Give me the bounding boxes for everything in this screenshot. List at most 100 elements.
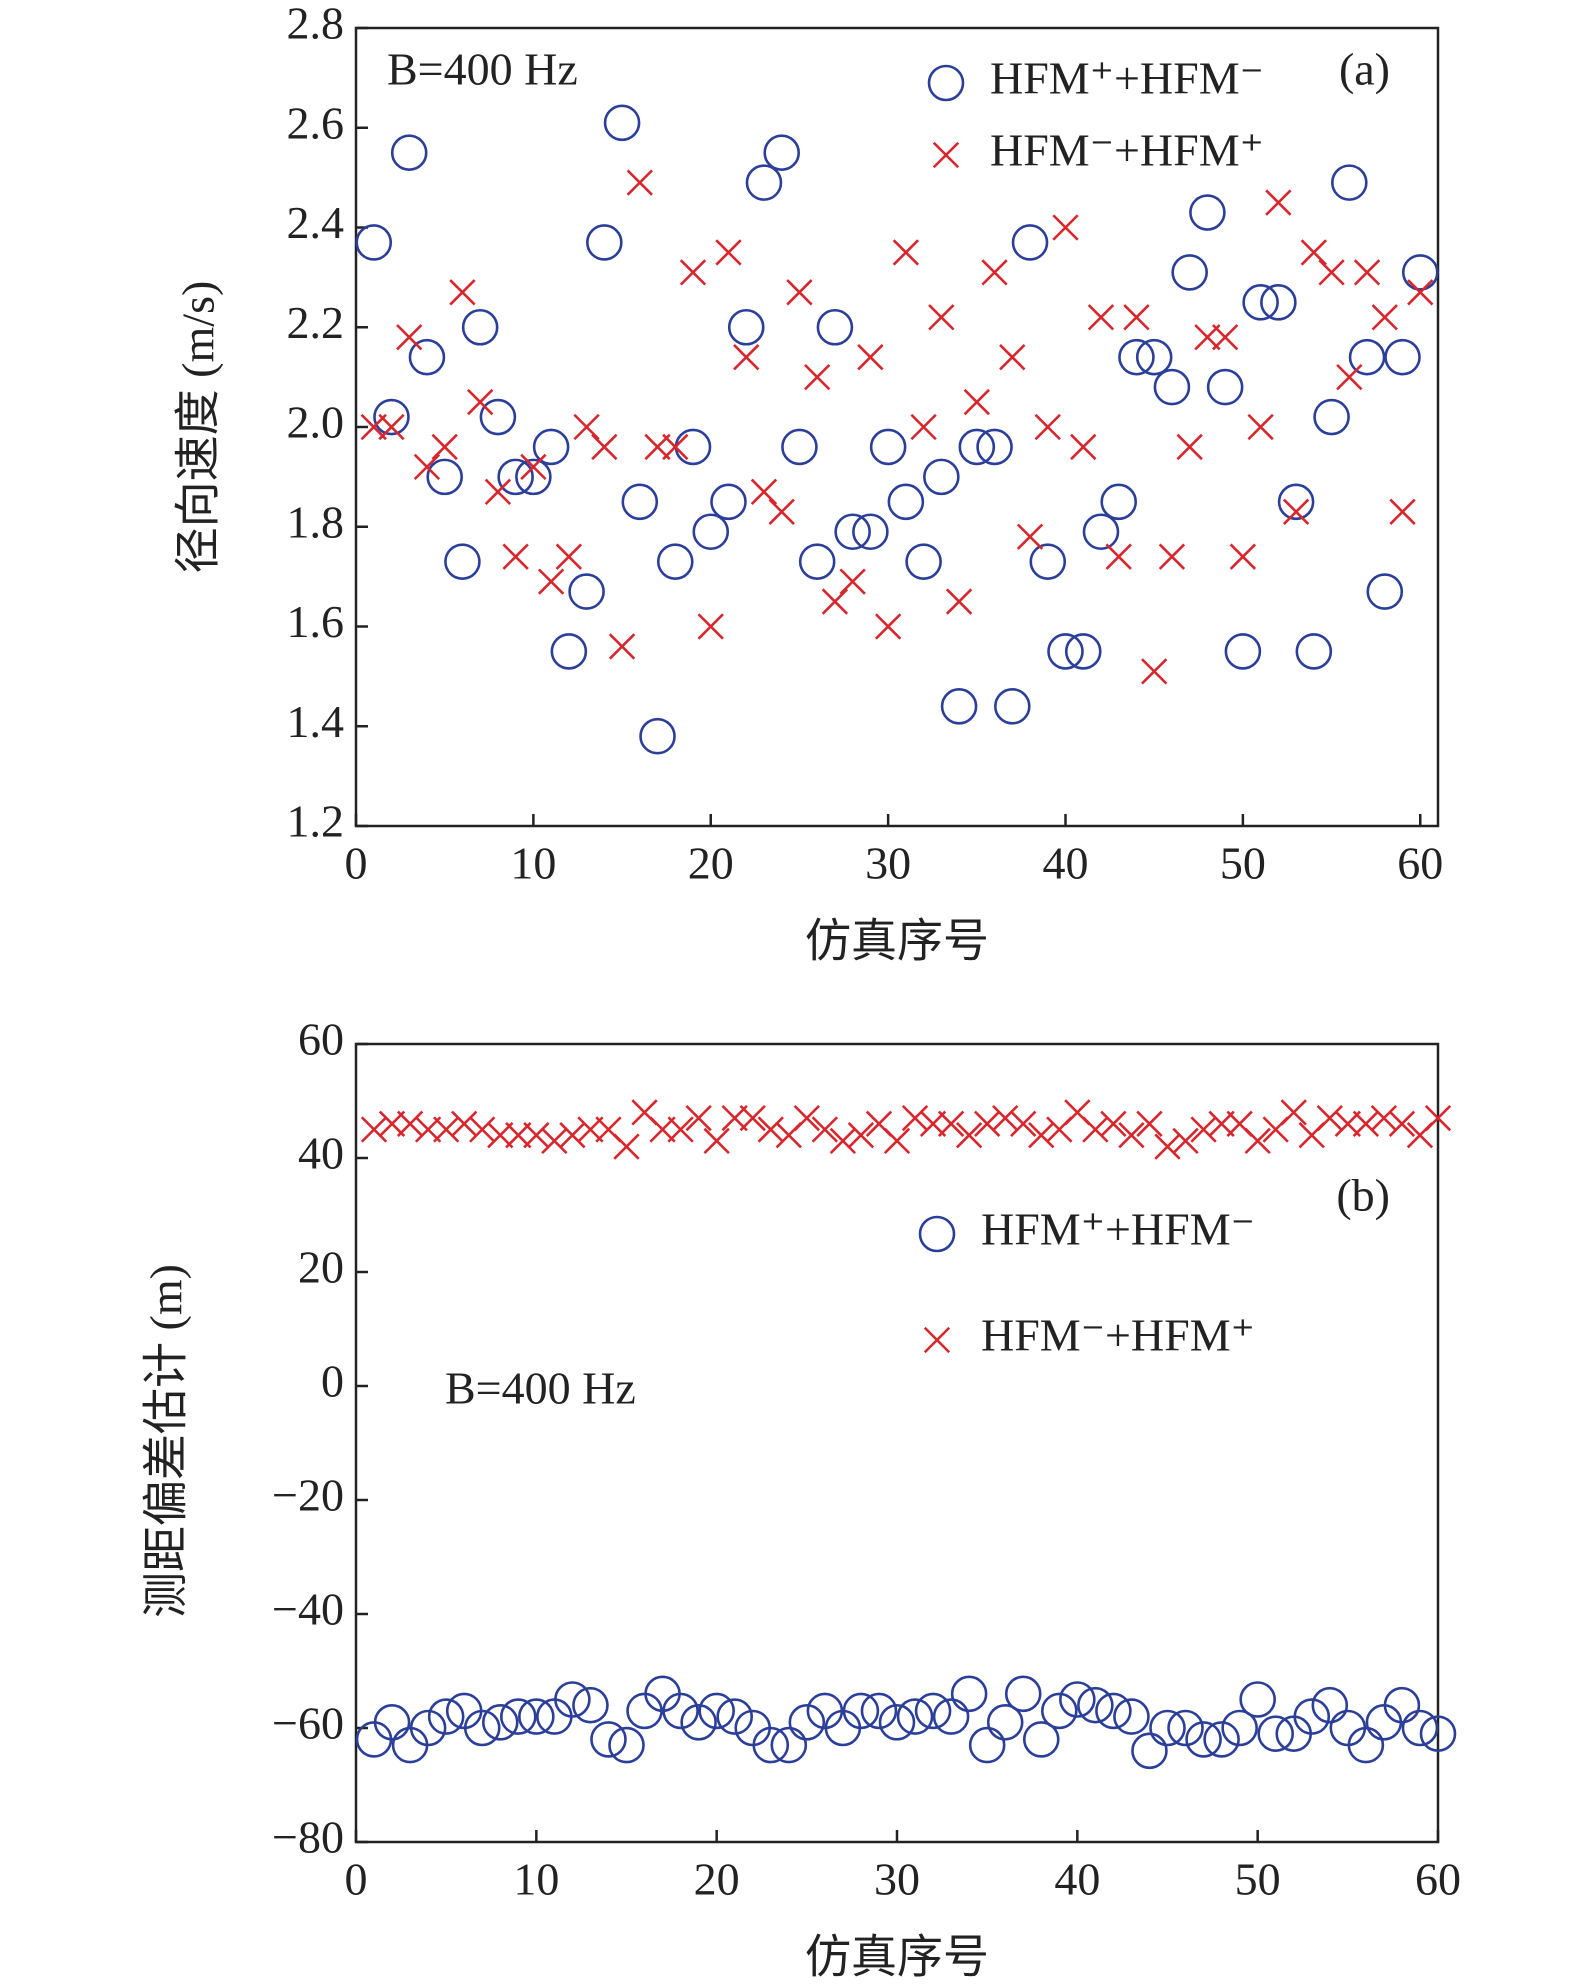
point: [976, 428, 1013, 466]
point: [1016, 523, 1044, 550]
point: [451, 1110, 478, 1137]
point: [842, 1692, 880, 1730]
y-tick-label: 20: [298, 1242, 344, 1293]
point: [811, 1116, 839, 1143]
point: [958, 428, 996, 466]
point: [821, 588, 849, 615]
y-tick-label: 2.0: [287, 397, 345, 448]
point: [1011, 224, 1049, 261]
point: [1353, 259, 1381, 286]
point: [1293, 1698, 1331, 1735]
point: [1118, 1122, 1145, 1149]
y-tick-label: 60: [298, 1014, 344, 1065]
point: [1153, 368, 1191, 406]
point: [572, 1686, 609, 1724]
y-tick-label: 2.2: [287, 297, 345, 348]
point: [1407, 279, 1434, 306]
point: [554, 1681, 591, 1718]
point: [839, 568, 866, 595]
legend-label: HFM⁺+HFM⁻: [981, 1204, 1255, 1255]
point: [1158, 543, 1186, 570]
point: [1370, 1104, 1398, 1132]
point: [739, 1104, 766, 1132]
point: [1141, 658, 1168, 685]
point: [1347, 1726, 1385, 1764]
point: [1113, 1698, 1150, 1735]
point: [1366, 573, 1404, 610]
point: [1136, 1110, 1163, 1137]
point: [1221, 1709, 1258, 1747]
point: [974, 1110, 1001, 1137]
point: [1257, 1715, 1294, 1752]
point: [750, 478, 778, 505]
point: [1203, 1721, 1240, 1758]
y-tick-label: 0: [321, 1356, 344, 1407]
annotation: B=400 Hz: [445, 1363, 636, 1414]
point: [1028, 1122, 1055, 1149]
point: [1280, 1099, 1307, 1126]
point: [1064, 633, 1102, 670]
point: [685, 1104, 712, 1132]
point: [431, 433, 458, 461]
point: [928, 304, 955, 331]
point: [1022, 1721, 1060, 1758]
point: [1190, 1116, 1217, 1143]
plot-frame: [354, 26, 1440, 828]
x-tick-label: 50: [1220, 838, 1266, 889]
point: [923, 458, 960, 496]
point: [999, 344, 1026, 371]
point: [1295, 633, 1333, 670]
point: [1010, 1110, 1037, 1137]
point: [608, 1726, 645, 1764]
point: [1105, 543, 1132, 570]
point: [626, 169, 653, 196]
point: [1047, 633, 1084, 670]
point: [905, 543, 942, 580]
x-tick-label: 60: [1415, 1854, 1461, 1905]
point: [1371, 304, 1398, 331]
point: [857, 344, 884, 371]
y-axis-label: 测距偏差估计 (m): [141, 1264, 192, 1618]
point: [757, 1116, 784, 1143]
point: [463, 1709, 501, 1747]
point: [716, 1698, 754, 1735]
point: [697, 613, 724, 640]
point: [1167, 1709, 1204, 1747]
point: [1034, 413, 1061, 441]
point: [1224, 633, 1262, 670]
x-tick-label: 10: [510, 838, 556, 889]
legend-marker: [932, 141, 960, 169]
point: [752, 1726, 790, 1764]
y-tick-label: 1.8: [287, 496, 345, 547]
point: [396, 324, 423, 351]
point: [537, 568, 565, 595]
y-tick-label: −20: [272, 1470, 344, 1521]
point: [603, 104, 641, 142]
point: [621, 483, 659, 521]
point: [1336, 363, 1363, 391]
point: [896, 1698, 934, 1735]
point: [608, 633, 636, 660]
point: [852, 513, 889, 551]
point: [1077, 1686, 1114, 1724]
point: [449, 279, 476, 306]
point: [1004, 1675, 1042, 1713]
point: [1082, 513, 1120, 551]
point: [1401, 254, 1439, 291]
x-tick-label: 50: [1235, 1854, 1281, 1905]
x-tick-label: 20: [688, 838, 734, 889]
point: [1100, 1110, 1127, 1137]
point: [793, 1104, 820, 1132]
point: [1087, 304, 1115, 331]
y-tick-label: 1.6: [287, 596, 345, 647]
point: [1388, 1110, 1416, 1137]
point: [656, 543, 694, 580]
point: [497, 458, 534, 496]
panel-label: (a): [1339, 44, 1390, 95]
point: [781, 428, 818, 466]
x-axis-label: 仿真序号: [805, 1932, 989, 1983]
point: [993, 687, 1031, 725]
point: [396, 1110, 424, 1137]
point: [727, 308, 765, 346]
